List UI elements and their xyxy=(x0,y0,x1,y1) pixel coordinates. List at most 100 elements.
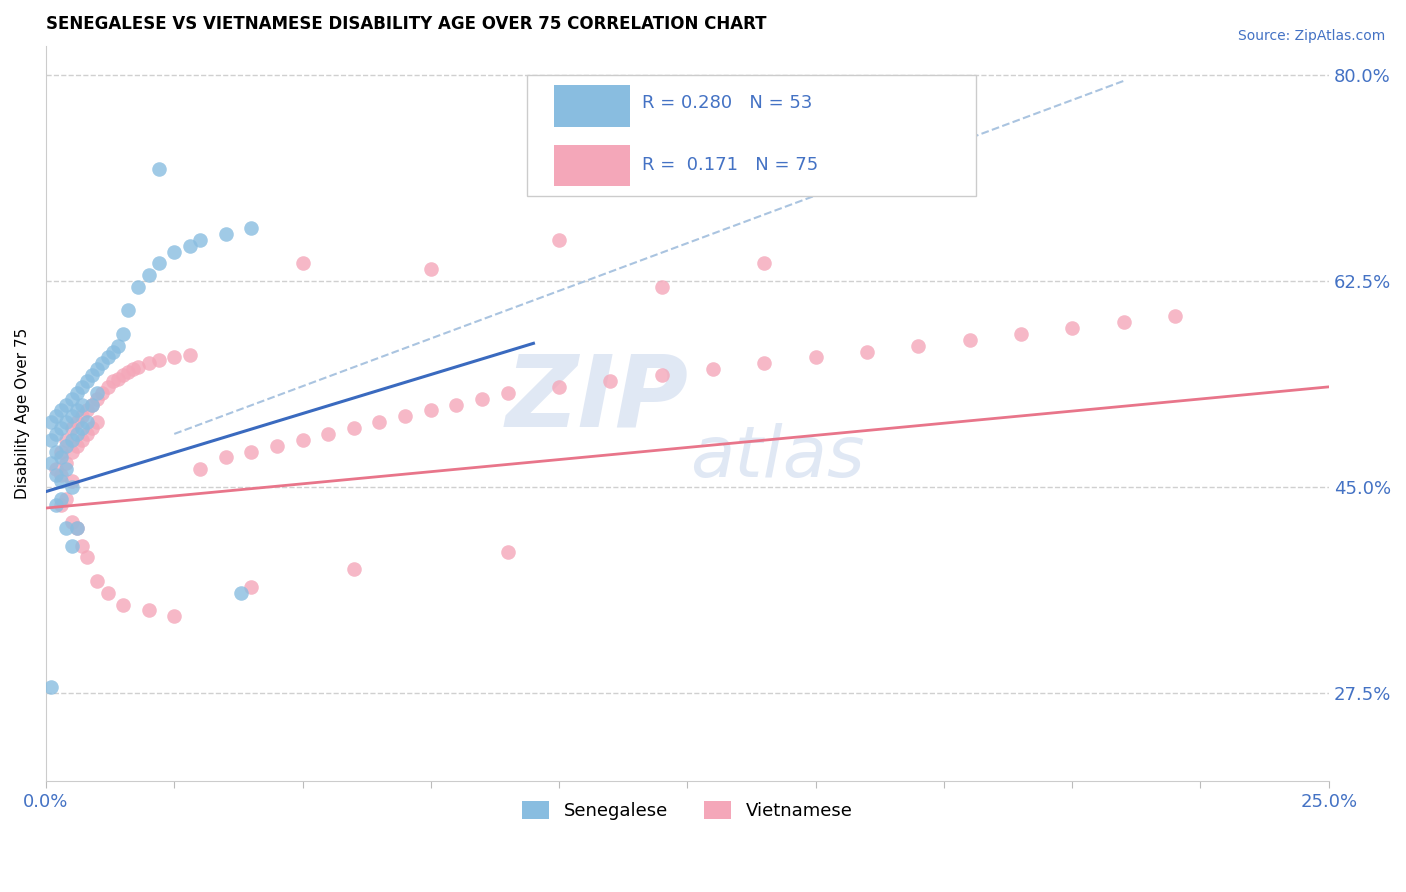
Point xyxy=(60,409,83,424)
Point xyxy=(548,233,571,247)
Point xyxy=(60,421,83,435)
Point xyxy=(651,368,673,383)
Point xyxy=(51,444,73,458)
Point xyxy=(55,456,77,470)
Point xyxy=(1164,310,1187,324)
Point xyxy=(419,403,441,417)
Y-axis label: Disability Age Over 75: Disability Age Over 75 xyxy=(15,327,30,499)
Point xyxy=(91,356,114,370)
Point xyxy=(86,362,108,376)
Point xyxy=(179,348,201,362)
Point xyxy=(39,433,62,447)
Point xyxy=(96,351,118,365)
Point xyxy=(148,256,170,270)
Point xyxy=(86,574,108,588)
Point xyxy=(66,521,89,535)
Point xyxy=(76,426,98,441)
Point xyxy=(51,498,73,512)
Point xyxy=(66,385,89,400)
Point xyxy=(240,580,263,594)
Point xyxy=(70,409,93,424)
Point xyxy=(111,326,134,341)
Point xyxy=(66,426,89,441)
Point xyxy=(229,586,252,600)
Point xyxy=(1062,321,1084,335)
Point xyxy=(496,544,519,558)
Point xyxy=(291,256,314,270)
Point xyxy=(179,238,201,252)
Point xyxy=(138,603,160,617)
Point xyxy=(51,403,73,417)
Point xyxy=(51,468,73,483)
Point xyxy=(66,521,89,535)
Point xyxy=(55,521,77,535)
Point xyxy=(70,397,93,411)
Point xyxy=(214,450,236,465)
Point xyxy=(82,397,104,411)
Point xyxy=(291,433,314,447)
Point xyxy=(55,491,77,506)
Point xyxy=(45,468,67,483)
Point xyxy=(86,392,108,406)
Point xyxy=(419,262,441,277)
Text: R = 0.280   N = 53: R = 0.280 N = 53 xyxy=(643,95,813,112)
Point xyxy=(446,397,468,411)
Point xyxy=(70,539,93,553)
Point xyxy=(394,409,416,424)
Point xyxy=(163,609,186,624)
Point xyxy=(45,444,67,458)
Point xyxy=(240,444,263,458)
Point xyxy=(214,227,236,241)
FancyBboxPatch shape xyxy=(554,145,630,186)
Point xyxy=(39,456,62,470)
Point xyxy=(82,421,104,435)
Point xyxy=(70,433,93,447)
Point xyxy=(117,365,139,379)
Point xyxy=(70,421,93,435)
Point xyxy=(82,397,104,411)
Point xyxy=(111,598,134,612)
Point xyxy=(66,403,89,417)
Point xyxy=(188,462,211,476)
Point xyxy=(138,356,160,370)
Point xyxy=(45,462,67,476)
Point xyxy=(127,280,149,294)
Point xyxy=(163,351,186,365)
Point xyxy=(76,403,98,417)
Point xyxy=(60,515,83,529)
Point xyxy=(60,433,83,447)
Point xyxy=(107,339,129,353)
Text: atlas: atlas xyxy=(690,423,865,492)
Point xyxy=(101,374,124,388)
Point xyxy=(959,333,981,347)
Point xyxy=(51,491,73,506)
Point xyxy=(55,462,77,476)
Point xyxy=(343,421,366,435)
Point xyxy=(76,415,98,429)
Point xyxy=(148,162,170,177)
Point xyxy=(60,444,83,458)
Point xyxy=(45,409,67,424)
Point xyxy=(111,368,134,383)
Point xyxy=(55,397,77,411)
Point xyxy=(96,586,118,600)
Point xyxy=(60,392,83,406)
FancyBboxPatch shape xyxy=(554,86,630,127)
Point xyxy=(55,433,77,447)
Text: R =  0.171   N = 75: R = 0.171 N = 75 xyxy=(643,156,818,174)
Point xyxy=(70,380,93,394)
Point xyxy=(117,303,139,318)
Point xyxy=(496,385,519,400)
Point xyxy=(76,550,98,565)
Point xyxy=(548,380,571,394)
Point xyxy=(39,415,62,429)
Point xyxy=(51,474,73,488)
Legend: Senegalese, Vietnamese: Senegalese, Vietnamese xyxy=(515,793,859,827)
Point xyxy=(45,426,67,441)
Point xyxy=(368,415,391,429)
Point xyxy=(39,680,62,694)
Point xyxy=(66,415,89,429)
Point xyxy=(60,480,83,494)
Point xyxy=(127,359,149,374)
Text: Source: ZipAtlas.com: Source: ZipAtlas.com xyxy=(1237,29,1385,43)
